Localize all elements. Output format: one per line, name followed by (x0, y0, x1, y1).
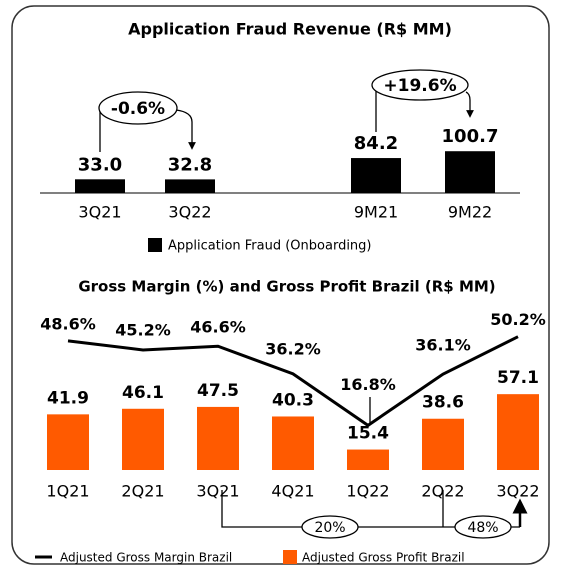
annotation-oval (301, 515, 359, 539)
x-tick-label: 1Q21 (46, 482, 89, 501)
data-label: 47.5 (197, 381, 239, 401)
bar (47, 414, 89, 470)
data-label: 36.2% (265, 339, 321, 358)
legend-label: Adjusted Gross Margin Brazil (60, 551, 232, 565)
bar (497, 394, 539, 470)
x-tick-label: 2Q22 (421, 482, 464, 501)
x-tick-label: 1Q22 (346, 482, 389, 501)
annotation: 20% (314, 520, 345, 536)
bar (75, 179, 125, 193)
bar (347, 449, 389, 470)
data-label: 40.3 (272, 390, 314, 410)
annotation: 48% (467, 520, 498, 536)
connector (175, 109, 196, 150)
data-label: 100.7 (442, 126, 499, 147)
data-label: 15.4 (347, 424, 389, 444)
x-tick-label: 9M21 (354, 203, 398, 222)
bar (122, 408, 164, 470)
legend-label: Application Fraud (Onboarding) (168, 239, 372, 254)
annotation: +19.6% (383, 76, 456, 96)
data-label: 45.2% (115, 320, 171, 339)
legend-label: Adjusted Gross Profit Brazil (302, 551, 465, 565)
x-tick-label: 3Q21 (196, 482, 239, 501)
data-label: 33.0 (78, 154, 122, 175)
line (67, 335, 519, 428)
frame (11, 5, 550, 565)
x-tick-label: 2Q21 (121, 482, 164, 501)
annotation-oval (371, 69, 469, 101)
legend-swatch (283, 550, 297, 564)
data-label: 84.2 (354, 133, 398, 154)
data-label: 32.8 (168, 154, 212, 175)
legend-swatch (148, 238, 162, 252)
data-label: 57.1 (497, 368, 539, 388)
chart-title: Gross Margin (%) and Gross Profit Brazil… (78, 278, 495, 296)
connector (221, 490, 520, 528)
x-tick-label: 4Q21 (271, 482, 314, 501)
bar (422, 418, 464, 470)
data-label: 16.8% (340, 375, 396, 394)
connector (465, 91, 474, 118)
bar (351, 158, 401, 193)
annotation-oval (454, 515, 512, 539)
bar (197, 406, 239, 470)
annotation-oval (98, 91, 178, 125)
data-label: 46.6% (190, 318, 246, 337)
x-tick-label: 3Q22 (496, 482, 539, 501)
x-tick-label: 3Q21 (78, 203, 121, 222)
data-label: 50.2% (490, 310, 546, 329)
chart-title: Application Fraud Revenue (R$ MM) (128, 20, 452, 39)
bar (445, 151, 495, 193)
data-label: 48.6% (40, 314, 96, 333)
data-label: 41.9 (47, 388, 89, 408)
bar (165, 179, 215, 193)
bar (272, 416, 314, 470)
data-label: 36.1% (415, 336, 471, 355)
data-label: 38.6 (422, 393, 464, 413)
x-tick-label: 9M22 (448, 203, 492, 222)
data-label: 46.1 (122, 383, 164, 403)
annotation: -0.6% (111, 99, 165, 119)
x-tick-label: 3Q22 (168, 203, 211, 222)
